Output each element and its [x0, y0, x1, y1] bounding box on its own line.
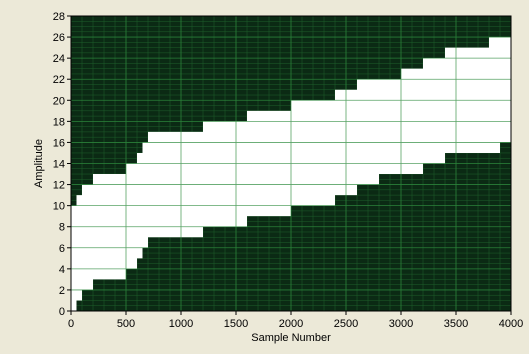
y-tick-label: 4	[59, 264, 65, 276]
x-axis-title: Sample Number	[251, 332, 331, 344]
x-axis: 0 500 1000 1500 2000 2500 3000 3500 4000	[68, 311, 523, 330]
y-tick-label: 2	[59, 285, 65, 297]
y-tick-label: 10	[53, 201, 65, 213]
x-tick-label: 1000	[169, 318, 193, 330]
y-tick-label: 8	[59, 222, 65, 234]
plot-area	[70, 15, 512, 312]
y-tick-label: 6	[59, 243, 65, 255]
x-tick-label: 1500	[224, 318, 248, 330]
y-tick-label: 0	[59, 306, 65, 318]
x-tick-label: 4000	[499, 318, 523, 330]
y-tick-label: 16	[53, 137, 65, 149]
x-tick-label: 500	[117, 318, 135, 330]
major-grid	[70, 15, 512, 312]
x-tick-label: 0	[68, 318, 74, 330]
y-tick-label: 12	[53, 180, 65, 192]
y-tick-label: 26	[53, 32, 65, 44]
x-tick-label: 2500	[334, 318, 358, 330]
x-tick-label: 2000	[279, 318, 303, 330]
y-tick-label: 22	[53, 74, 65, 86]
y-tick-label: 20	[53, 95, 65, 107]
y-tick-label: 18	[53, 116, 65, 128]
x-tick-label: 3500	[444, 318, 468, 330]
y-tick-label: 28	[53, 11, 65, 23]
y-axis-title: Amplitude	[33, 139, 45, 188]
x-tick-label: 3000	[389, 318, 413, 330]
y-tick-label: 14	[53, 159, 65, 171]
y-tick-label: 24	[53, 53, 65, 65]
